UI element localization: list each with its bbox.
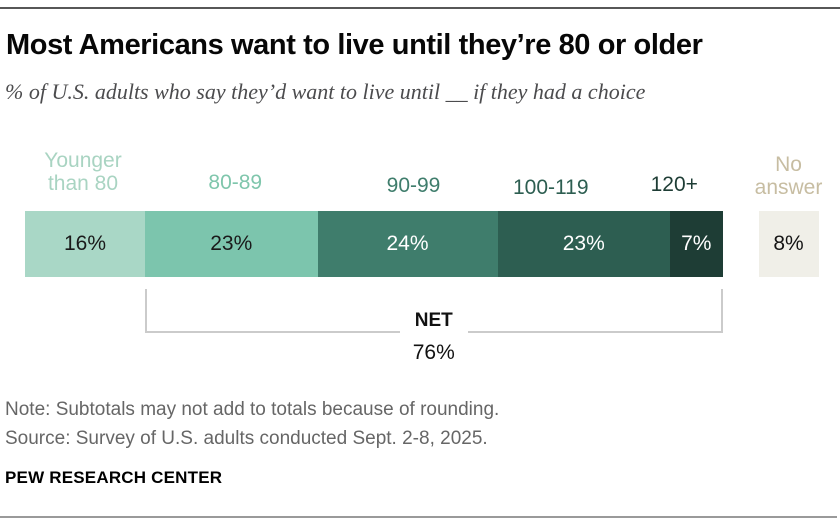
org-name: PEW RESEARCH CENTER xyxy=(5,468,223,487)
net-label: NET xyxy=(399,308,468,334)
bar-segment-80-89: 23% xyxy=(145,211,318,277)
net-annotation: NET 76% xyxy=(25,277,819,369)
no-answer-box: 8% xyxy=(758,211,819,277)
category-label-120+: 120+ xyxy=(651,173,698,196)
bar-segment-90-99: 24% xyxy=(317,211,498,277)
bar-segment-100-119: 23% xyxy=(497,211,670,277)
category-label-line: than 80 xyxy=(47,172,119,195)
stacked-bar-chart: Younger than 80 80-89 90-99 100-119 120+ No ans… xyxy=(25,137,822,369)
chart-source: Source: Survey of U.S. adults conducted … xyxy=(5,428,488,449)
category-label-line: 80-89 xyxy=(208,171,263,194)
category-label-younger-than-80: Younger than 80 xyxy=(44,149,121,195)
page-title: Most Americans want to live until they’r… xyxy=(6,29,703,61)
category-label-line: Younger xyxy=(44,149,122,172)
category-label-line: answer xyxy=(754,176,823,199)
bar-segment-younger-than-80: 16% xyxy=(25,211,145,277)
category-label-80-89: 80-89 xyxy=(208,171,262,194)
category-label-90-99: 90-99 xyxy=(387,174,441,197)
category-label-no-answer: No answer xyxy=(755,153,823,199)
bar-segment-120+: 7% xyxy=(670,211,723,277)
category-label-line: No xyxy=(775,153,802,176)
category-labels: Younger than 80 80-89 90-99 100-119 120+ No ans… xyxy=(25,137,822,199)
stacked-bar: 16% 23% 24% 23% 7% xyxy=(25,211,723,277)
category-label-line: 90-99 xyxy=(386,174,441,197)
bottom-rule xyxy=(0,516,837,518)
category-label-100-119: 100-119 xyxy=(513,176,589,199)
net-value: 76% xyxy=(412,341,455,364)
top-rule xyxy=(0,7,840,9)
chart-note: Note: Subtotals may not add to totals be… xyxy=(5,399,500,420)
bar-row: 16% 23% 24% 23% 7% 8% xyxy=(25,211,819,277)
category-label-line: 120+ xyxy=(650,173,698,196)
chart-subtitle: % of U.S. adults who say they’d want to … xyxy=(5,79,646,104)
category-label-line: 100-119 xyxy=(512,176,589,199)
